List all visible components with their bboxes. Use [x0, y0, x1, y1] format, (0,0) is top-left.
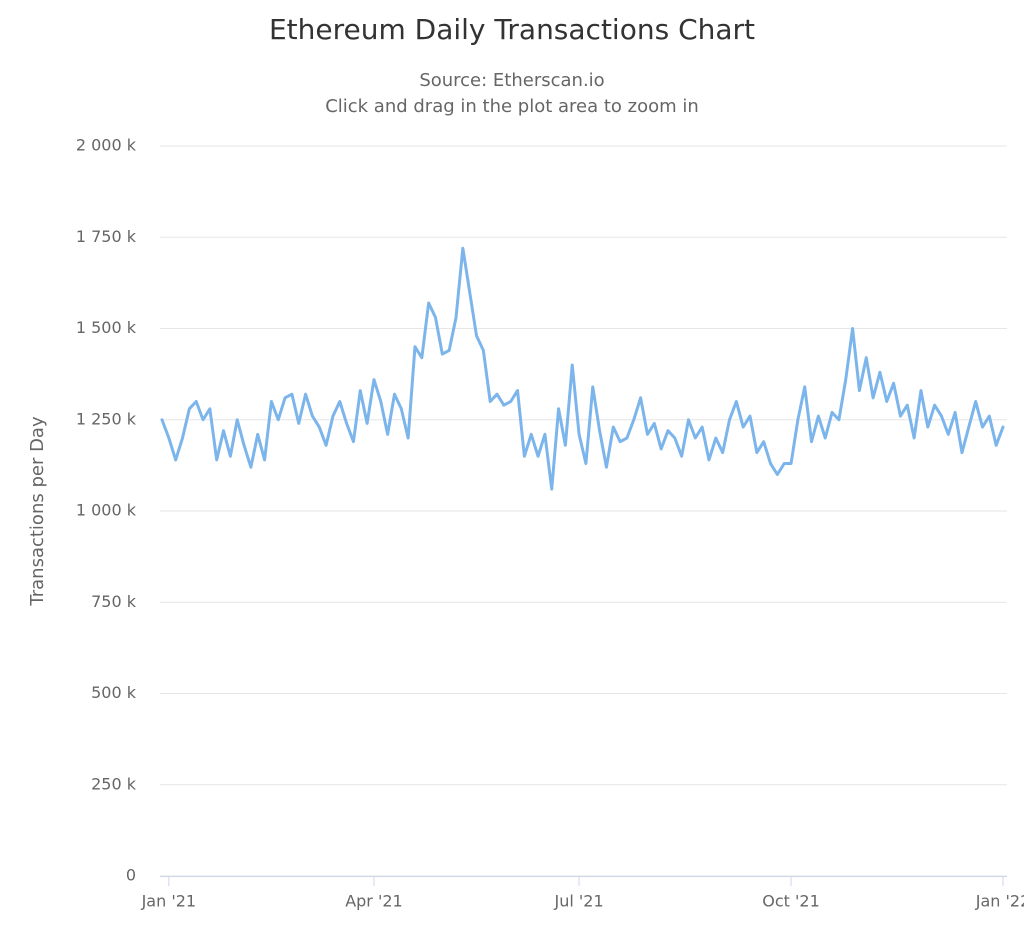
x-tick-label: Jan '22 — [975, 892, 1024, 911]
chart-subtitle: Source: Etherscan.io — [419, 70, 604, 91]
y-tick-label: 500 k — [91, 683, 137, 702]
y-tick-label: 1 750 k — [76, 227, 137, 246]
y-tick-label: 750 k — [91, 592, 137, 611]
chart-subtitle: Click and drag in the plot area to zoom … — [325, 96, 699, 117]
y-tick-label: 1 000 k — [76, 501, 137, 520]
y-axis-label: Transactions per Day — [27, 416, 48, 607]
y-tick-label: 1 500 k — [76, 318, 137, 337]
x-tick-label: Jul '21 — [554, 892, 604, 911]
y-tick-label: 0 — [126, 866, 136, 885]
data-line — [160, 246, 1005, 491]
x-tick-label: Apr '21 — [345, 892, 403, 911]
x-tick-label: Oct '21 — [762, 892, 820, 911]
y-tick-label: 1 250 k — [76, 409, 137, 428]
chart-title: Ethereum Daily Transactions Chart — [269, 13, 755, 46]
y-tick-label: 250 k — [91, 774, 137, 793]
x-tick-label: Jan '21 — [141, 892, 197, 911]
y-tick-label: 2 000 k — [76, 136, 137, 155]
